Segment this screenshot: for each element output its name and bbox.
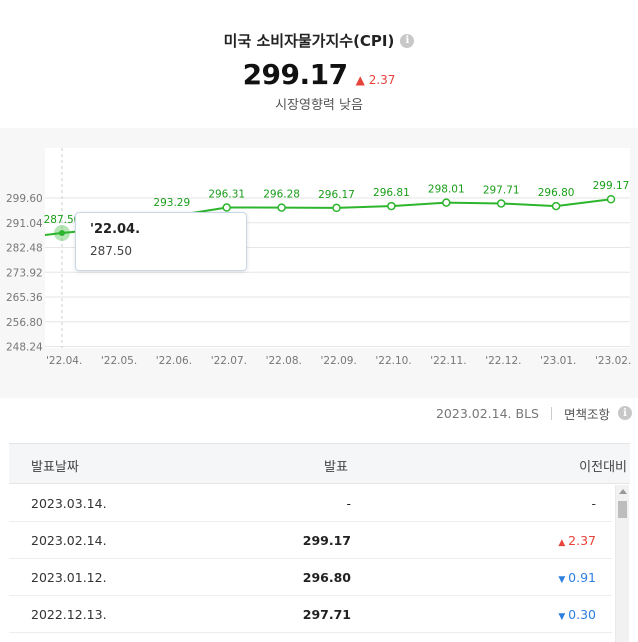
data-label: 293.29 bbox=[153, 197, 190, 209]
row-date: 2023.03.14. bbox=[31, 496, 107, 511]
release-table: 발표날짜 발표 이전대비 2023.03.14. - - 2023.02.14. 299… bbox=[9, 443, 630, 642]
row-change: ▼ 0.30 bbox=[558, 607, 596, 622]
info-icon[interactable]: i bbox=[618, 406, 632, 420]
data-label: 296.31 bbox=[208, 189, 245, 201]
data-label: 297.71 bbox=[483, 184, 520, 196]
y-tick-label: 282.48 bbox=[6, 243, 43, 255]
data-point bbox=[496, 199, 506, 208]
table-row: 2023.02.14. 299.17 ▲ 2.37 bbox=[9, 522, 612, 559]
data-label: 296.17 bbox=[318, 189, 355, 201]
chart-tooltip: '22.04. 287.50 bbox=[75, 212, 247, 271]
x-tick-label: '23.01. bbox=[540, 355, 576, 367]
x-tick-label: '23.02. bbox=[595, 355, 631, 367]
change-value: ▲ 2.37 bbox=[356, 73, 396, 87]
table-row: 2022.12.13. 297.71 ▼ 0.30 bbox=[9, 596, 612, 633]
x-tick-label: '22.05. bbox=[101, 355, 137, 367]
row-change: ▼ 0.91 bbox=[558, 570, 596, 585]
header-change: 이전대비 bbox=[579, 460, 627, 475]
triangle-up-icon: ▲ bbox=[355, 73, 365, 87]
row-value: 297.71 bbox=[302, 607, 351, 622]
data-point bbox=[277, 203, 286, 212]
header-value: 발표 bbox=[324, 460, 348, 475]
data-point bbox=[59, 229, 65, 236]
x-tick-label: '22.06. bbox=[156, 355, 192, 367]
data-label: 287.50 bbox=[44, 214, 81, 226]
data-label: 296.81 bbox=[373, 187, 410, 199]
table-row: 2023.01.12. 296.80 ▼ 0.91 bbox=[9, 559, 612, 596]
table-row: 2023.03.14. - - bbox=[9, 485, 612, 522]
cpi-line-chart[interactable]: 299.60 291.04 282.48 273.92 265.36 256.80 248.… bbox=[0, 128, 638, 398]
triangle-up-icon: ▲ bbox=[558, 538, 569, 548]
chart-svg[interactable]: 299.60 291.04 282.48 273.92 265.36 256.80 248.… bbox=[0, 128, 638, 398]
info-icon[interactable]: i bbox=[400, 33, 415, 48]
row-date: 2023.01.12. bbox=[31, 570, 107, 585]
tooltip-value: 287.50 bbox=[90, 244, 132, 258]
source-row: 2023.02.14. BLS 면책조항 i bbox=[436, 403, 632, 423]
x-tick-label: '22.08. bbox=[266, 355, 302, 367]
data-label: 296.80 bbox=[538, 187, 575, 199]
row-value: 296.80 bbox=[302, 570, 351, 585]
y-tick-label: 256.80 bbox=[6, 317, 43, 329]
disclaimer-link[interactable]: 면책조항 bbox=[563, 406, 610, 422]
row-value: - bbox=[346, 496, 351, 511]
market-influence: 시장영향력 낮음 bbox=[275, 98, 363, 113]
change-amount: 2.37 bbox=[368, 73, 396, 87]
row-date: 2023.02.14. bbox=[31, 533, 107, 548]
data-point bbox=[387, 201, 396, 211]
row-value: 299.17 bbox=[302, 533, 351, 548]
source-date: 2023.02.14. BLS bbox=[435, 405, 539, 421]
data-label: 296.28 bbox=[263, 189, 300, 201]
value-row: 299.17 ▲ 2.37 bbox=[0, 58, 638, 91]
x-tick-label: '22.07. bbox=[211, 355, 247, 367]
row-change: ▲ 2.37 bbox=[558, 533, 596, 548]
triangle-down-icon: ▼ bbox=[558, 575, 569, 585]
indicator-title: 미국 소비자물가지수(CPI) bbox=[223, 32, 395, 50]
x-tick-label: '22.09. bbox=[321, 355, 357, 367]
x-tick-label: '22.04. bbox=[46, 355, 82, 367]
title-row: 미국 소비자물가지수(CPI) i bbox=[0, 30, 638, 51]
table-scrollbar[interactable] bbox=[615, 485, 629, 642]
indicator-header: 미국 소비자물가지수(CPI) i 299.17 ▲ 2.37 시장영향력 낮음 bbox=[0, 0, 638, 128]
row-date: 2022.12.13. bbox=[31, 607, 107, 622]
triangle-down-icon: ▼ bbox=[558, 612, 569, 622]
row-change: - bbox=[591, 496, 596, 511]
table-header: 발표날짜 발표 이전대비 bbox=[9, 443, 630, 484]
data-label: 298.01 bbox=[428, 184, 465, 196]
y-tick-label: 248.24 bbox=[6, 342, 43, 354]
x-tick-label: '22.10. bbox=[375, 355, 411, 367]
data-point bbox=[222, 203, 231, 212]
data-point bbox=[442, 198, 451, 207]
current-value: 299.17 bbox=[242, 58, 349, 91]
tooltip-date: '22.04. bbox=[90, 222, 141, 237]
data-point bbox=[606, 194, 616, 204]
y-tick-label: 273.92 bbox=[6, 267, 43, 279]
x-tick-label: '22.12. bbox=[485, 355, 521, 367]
header-date: 발표날짜 bbox=[31, 460, 79, 475]
divider bbox=[550, 406, 552, 420]
scrollbar-thumb[interactable] bbox=[618, 501, 627, 518]
x-tick-label: '22.11. bbox=[430, 355, 466, 367]
y-tick-label: 299.60 bbox=[6, 193, 43, 205]
data-label: 299.17 bbox=[593, 180, 630, 192]
data-point bbox=[551, 201, 561, 211]
data-point bbox=[332, 203, 341, 213]
y-tick-label: 291.04 bbox=[6, 218, 43, 230]
scroll-up-arrow-icon[interactable] bbox=[619, 489, 627, 494]
y-tick-label: 265.36 bbox=[6, 292, 43, 304]
